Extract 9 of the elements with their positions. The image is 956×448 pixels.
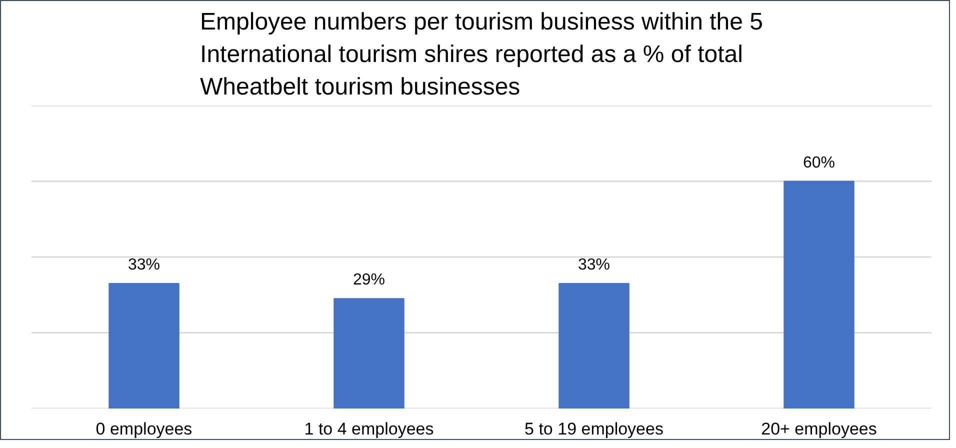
data-label: 33%: [128, 256, 160, 274]
data-label: 33%: [578, 256, 610, 274]
chart-title: Employee numbers per tourism business within the 5 International tourism shires reported as a % of total Wheatbelt tourism businesses: [200, 8, 763, 100]
data-label: 60%: [802, 154, 836, 172]
data-label: 29%: [352, 272, 386, 289]
x-tick-label: 0 employees: [96, 420, 192, 438]
x-tick-label: 20+ employees: [761, 420, 877, 438]
x-tick-label: 1 to 4 employees: [304, 420, 434, 438]
x-tick-label: 5 to 19 employees: [524, 420, 664, 438]
